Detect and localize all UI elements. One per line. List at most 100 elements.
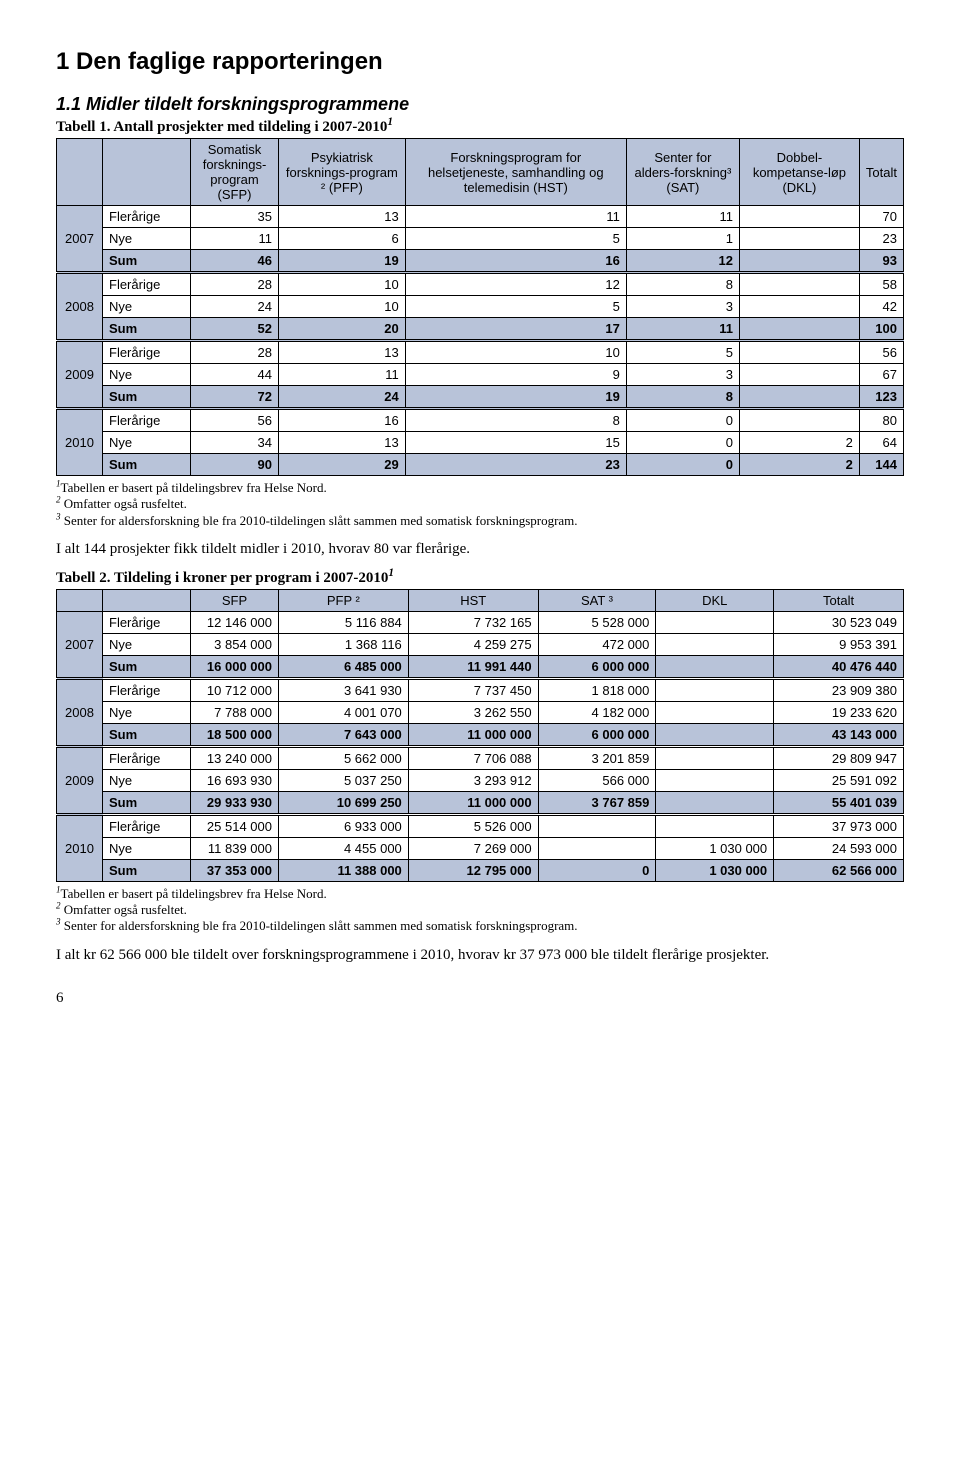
table-cell: 30 523 049: [774, 611, 904, 633]
table-cell: 11: [191, 228, 279, 250]
table-cell: 10: [405, 341, 626, 364]
t1-h-blank2: [103, 139, 191, 206]
table-cell: 24: [191, 296, 279, 318]
table-cell: 80: [859, 409, 903, 432]
table-cell: 37 973 000: [774, 814, 904, 837]
t2-h-blank2: [103, 589, 191, 611]
table-cell: 5 116 884: [279, 611, 409, 633]
table-cell: 8: [626, 386, 739, 409]
table-cell: [739, 318, 859, 341]
table-cell: 29 933 930: [191, 791, 279, 814]
fn1-l2: Omfatter også rusfeltet.: [61, 496, 187, 511]
row-label: Nye: [103, 633, 191, 655]
table-cell: [739, 364, 859, 386]
table-1: Somatisk forsknings-program (SFP) Psykia…: [56, 138, 904, 476]
table-cell: 11 000 000: [408, 723, 538, 746]
table-cell: 1 030 000: [656, 859, 774, 881]
year-cell: 2007: [57, 611, 103, 678]
row-label: Sum: [103, 454, 191, 476]
table-cell: 37 353 000: [191, 859, 279, 881]
table-cell: 10 712 000: [191, 678, 279, 701]
table-cell: [656, 769, 774, 791]
table-cell: 11 839 000: [191, 837, 279, 859]
row-label: Flerårige: [103, 409, 191, 432]
table-cell: 64: [859, 432, 903, 454]
table-cell: 72: [191, 386, 279, 409]
table-cell: 3: [626, 364, 739, 386]
table-cell: 13: [279, 432, 406, 454]
row-label: Flerårige: [103, 273, 191, 296]
table-cell: 7 643 000: [279, 723, 409, 746]
table-cell: 1 818 000: [538, 678, 656, 701]
table-cell: 24 593 000: [774, 837, 904, 859]
table-cell: 1 030 000: [656, 837, 774, 859]
table-cell: 58: [859, 273, 903, 296]
table-cell: 13: [279, 206, 406, 228]
table-cell: 0: [626, 409, 739, 432]
table-cell: 29 809 947: [774, 746, 904, 769]
table-cell: 0: [626, 454, 739, 476]
table1-footnotes: 1Tabellen er basert på tildelingsbrev fr…: [56, 480, 904, 529]
row-label: Sum: [103, 250, 191, 273]
table-cell: 6 000 000: [538, 655, 656, 678]
table-cell: [739, 206, 859, 228]
row-label: Nye: [103, 296, 191, 318]
table-cell: 12: [626, 250, 739, 273]
table-2: SFP PFP ² HST SAT ³ DKL Totalt 2007Flerå…: [56, 589, 904, 882]
row-label: Sum: [103, 723, 191, 746]
page-number: 6: [56, 990, 904, 1007]
year-cell: 2009: [57, 341, 103, 409]
table-cell: 16 693 930: [191, 769, 279, 791]
table-cell: 43 143 000: [774, 723, 904, 746]
table-cell: 55 401 039: [774, 791, 904, 814]
table-cell: [739, 409, 859, 432]
table-cell: 90: [191, 454, 279, 476]
t1-h-hst: Forskningsprogram for helsetjeneste, sam…: [405, 139, 626, 206]
table-cell: 0: [538, 859, 656, 881]
table-cell: [739, 250, 859, 273]
t1-h-sat: Senter for alders-forskning³ (SAT): [626, 139, 739, 206]
table-cell: [538, 837, 656, 859]
year-cell: 2008: [57, 273, 103, 341]
table-cell: [739, 273, 859, 296]
table-cell: [739, 228, 859, 250]
table-cell: 24: [279, 386, 406, 409]
table-cell: 11: [405, 206, 626, 228]
row-label: Sum: [103, 655, 191, 678]
table-cell: 20: [279, 318, 406, 341]
table-cell: 7 706 088: [408, 746, 538, 769]
table-cell: 6 933 000: [279, 814, 409, 837]
table-cell: 67: [859, 364, 903, 386]
table-cell: 6: [279, 228, 406, 250]
table-cell: 29: [279, 454, 406, 476]
table-cell: 2: [739, 432, 859, 454]
row-label: Flerårige: [103, 678, 191, 701]
table1-caption-sup: 1: [387, 116, 393, 128]
table-cell: 40 476 440: [774, 655, 904, 678]
table-cell: 11: [626, 318, 739, 341]
table-cell: 144: [859, 454, 903, 476]
table-cell: [656, 791, 774, 814]
table-cell: 7 788 000: [191, 701, 279, 723]
year-cell: 2009: [57, 746, 103, 814]
table-cell: 16: [405, 250, 626, 273]
table-cell: 17: [405, 318, 626, 341]
table1-caption-rest: Antall prosjekter med tildeling i 2007-2…: [110, 119, 387, 135]
t1-h-tot: Totalt: [859, 139, 903, 206]
table-cell: 23 909 380: [774, 678, 904, 701]
table-cell: 3 641 930: [279, 678, 409, 701]
row-label: Sum: [103, 859, 191, 881]
table-cell: 100: [859, 318, 903, 341]
table-cell: 25 591 092: [774, 769, 904, 791]
table-cell: 5: [626, 341, 739, 364]
table2-caption-sup: 1: [388, 567, 394, 579]
t2-h-sat: SAT ³: [538, 589, 656, 611]
table-cell: [656, 746, 774, 769]
row-label: Nye: [103, 432, 191, 454]
table-cell: 10 699 250: [279, 791, 409, 814]
row-label: Sum: [103, 318, 191, 341]
paragraph-2: I alt kr 62 566 000 ble tildelt over for…: [56, 947, 904, 964]
table-cell: 12 146 000: [191, 611, 279, 633]
fn1-l1: Tabellen er basert på tildelingsbrev fra…: [61, 480, 327, 495]
fn2-l1: Tabellen er basert på tildelingsbrev fra…: [61, 886, 327, 901]
